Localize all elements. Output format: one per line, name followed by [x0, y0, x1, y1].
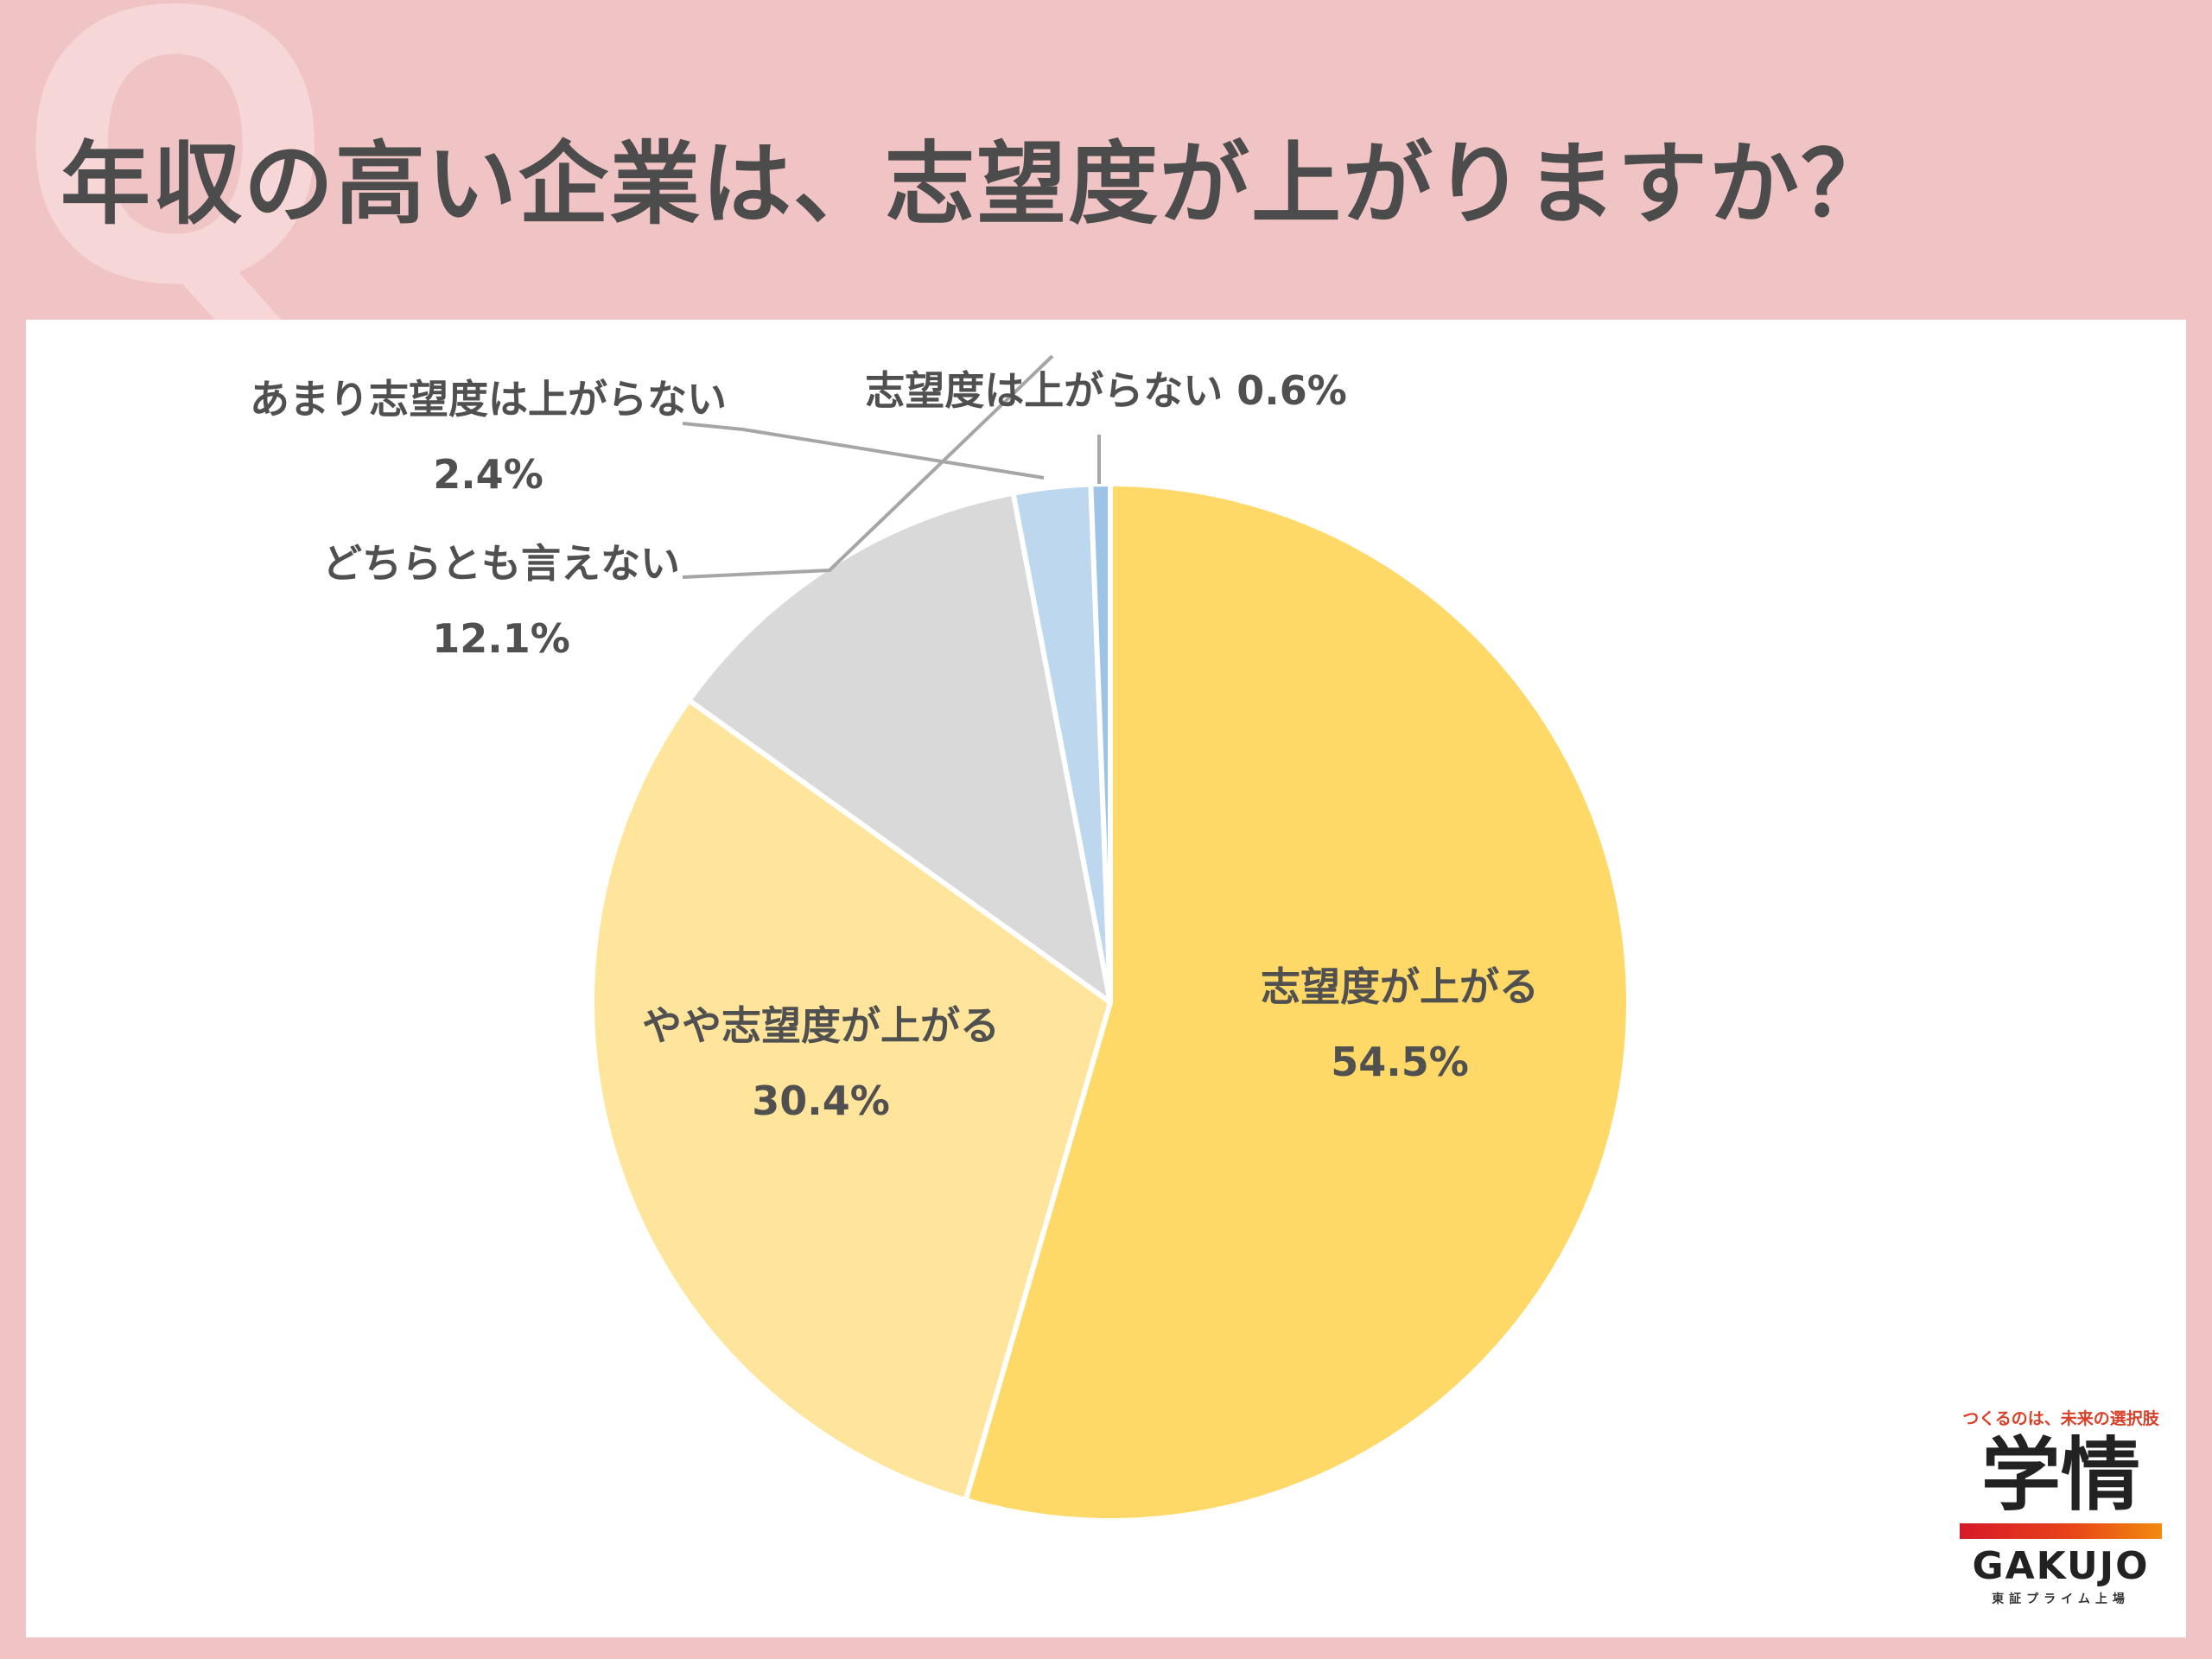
logo-bar [1960, 1523, 2162, 1539]
logo-english: GAKUJO [1972, 1544, 2150, 1588]
logo-tagline: つくるのは、未来の選択肢 [1962, 1409, 2159, 1429]
leader-line-amari [682, 422, 1045, 480]
page-title: 年収の高い企業は、志望度が上がりますか？ [60, 131, 1893, 237]
slice-label-dochira: どちらとも言えない 12.1% [320, 540, 683, 663]
leader-lines [682, 354, 1101, 579]
slice-label-agaranai: 志望度は上がらない 0.6% [865, 367, 1347, 414]
slice-label-amari: あまり志望度は上がらない 2.4% [233, 376, 743, 499]
logo-kanji: 学情 [1980, 1429, 2140, 1522]
slice-label-dochira-name: どちらとも言えない [322, 540, 680, 587]
slice-dochira [686, 490, 1113, 1005]
slice-label-agaru: 志望度が上がる 54.5% [1244, 963, 1555, 1086]
slice-yaya [589, 697, 1113, 1503]
slice-label-yaya: やや志望度が上がる 30.4% [622, 1002, 1020, 1125]
gakujo-logo: つくるのは、未来の選択肢 学情 GAKUJO 東証プライム上場 [1953, 1406, 2169, 1607]
slice-label-yaya-value: 30.4% [752, 1077, 890, 1125]
slice-agaru [963, 481, 1631, 1523]
pie-slices [589, 481, 1631, 1523]
logo-sub: 東証プライム上場 [1992, 1592, 2130, 1606]
leader-line-dochira [682, 354, 1054, 579]
slice-label-agaru-value: 54.5% [1331, 1039, 1469, 1086]
slice-label-amari-name: あまり志望度は上がらない [250, 376, 727, 423]
slice-label-dochira-value: 12.1% [432, 615, 570, 663]
slice-label-yaya-name: やや志望度が上がる [642, 1002, 1000, 1049]
slice-agaranai [1088, 481, 1113, 1005]
q-watermark: Q [17, 0, 334, 367]
slice-label-agaru-name: 志望度が上がる [1261, 963, 1539, 1010]
slice-label-amari-value: 2.4% [433, 451, 543, 499]
